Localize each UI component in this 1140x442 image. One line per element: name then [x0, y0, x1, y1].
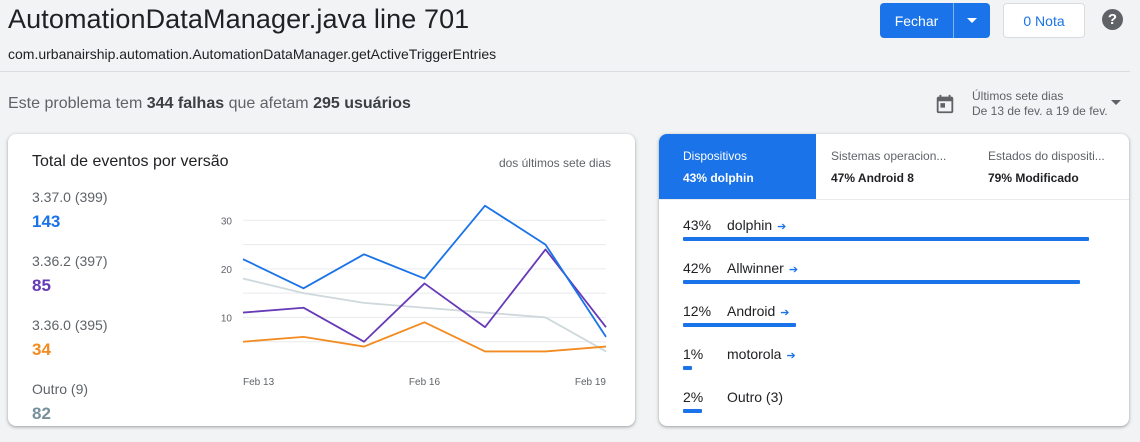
x-tick-label: Feb 13 [243, 377, 275, 388]
arrow-right-icon: ➔ [786, 350, 796, 362]
arrow-right-icon: ➔ [777, 221, 787, 233]
method-signature: com.urbanairship.automation.AutomationDa… [8, 46, 497, 62]
chart-period: dos últimos sete dias [498, 156, 611, 170]
series-line [242, 248, 607, 343]
close-issue-button[interactable]: Fechar [880, 3, 954, 38]
device-share-bar [683, 323, 796, 327]
legend-label: 3.36.2 (397) [32, 253, 108, 269]
legend-label: 3.36.0 (395) [32, 317, 108, 333]
device-percent: 12% [683, 303, 712, 319]
notes-button[interactable]: 0 Nota [1003, 3, 1085, 38]
legend-value: 143 [32, 212, 61, 231]
y-tick-label: 10 [221, 313, 233, 324]
tab-devices[interactable]: Dispositivos 43% dolphin [659, 134, 816, 199]
series-line [242, 204, 607, 338]
close-issue-button-group: Fechar [880, 3, 990, 38]
legend-label: 3.37.0 (399) [32, 189, 108, 205]
tab-device-states[interactable]: Estados do dispositi... 79% Modificado [988, 134, 1113, 199]
tab-name: Estados do dispositi... [988, 149, 1105, 163]
chevron-down-icon [967, 18, 977, 23]
series-line [242, 321, 607, 353]
date-range-label: Últimos sete dias [972, 89, 1064, 103]
events-line-chart: 10 20 30 Feb 13 Feb 16 Feb 19 [221, 204, 607, 388]
summary-prefix: Este problema tem [8, 95, 143, 112]
date-range-dates: De 13 de fev. a 19 de fev. [972, 104, 1108, 118]
tab-divider [659, 199, 1129, 200]
chart-title: Total de eventos por versão [32, 153, 229, 170]
tab-value: 47% Android 8 [831, 171, 914, 185]
events-by-version-card: Total de eventos por versão dos últimos … [8, 134, 635, 426]
page-title: AutomationDataManager.java line 701 [8, 4, 470, 34]
device-percent: 2% [683, 389, 704, 405]
device-percent: 43% [683, 217, 712, 233]
user-count: 295 usuários [313, 95, 411, 112]
summary-middle: que afetam [228, 95, 309, 112]
legend-value: 82 [32, 404, 51, 423]
legend-value: 85 [32, 276, 51, 295]
device-name: Android [727, 303, 776, 319]
device-name: motorola [727, 346, 782, 362]
series-line [242, 277, 607, 353]
device-name: Allwinner [727, 260, 784, 276]
arrow-right-icon: ➔ [780, 307, 790, 319]
close-options-dropdown[interactable] [954, 3, 990, 38]
y-tick-label: 30 [221, 216, 233, 227]
legend-item-3-37-0[interactable]: 3.37.0 (399) 143 [32, 189, 108, 232]
device-share-bar [683, 409, 702, 413]
failure-count: 344 falhas [146, 95, 225, 112]
help-icon[interactable]: ? [1102, 9, 1123, 30]
tab-operating-systems[interactable]: Sistemas operacion... 47% Android 8 [831, 134, 956, 199]
issue-summary: Este problema tem 344 falhas que afetam … [8, 95, 411, 113]
date-range-selector[interactable]: Últimos sete dias De 13 de fev. a 19 de … [972, 89, 1108, 119]
device-percent: 42% [683, 260, 712, 276]
tab-value: 43% dolphin [683, 171, 754, 185]
header-divider [0, 71, 1130, 72]
calendar-icon[interactable] [934, 93, 956, 115]
legend-label: Outro (9) [32, 381, 89, 397]
device-share-bar [683, 280, 1080, 284]
tab-name: Sistemas operacion... [831, 149, 947, 163]
y-tick-label: 20 [221, 265, 233, 276]
device-share-bar [683, 366, 692, 370]
device-share-bar [683, 237, 1089, 241]
legend-item-3-36-2[interactable]: 3.36.2 (397) 85 [32, 253, 108, 296]
legend-value: 34 [32, 340, 51, 359]
x-tick-label: Feb 19 [575, 377, 607, 388]
chevron-down-icon[interactable] [1111, 100, 1121, 105]
device-percent: 1% [683, 346, 704, 362]
device-name: dolphin [727, 217, 773, 233]
legend-item-3-36-0[interactable]: 3.36.0 (395) 34 [32, 317, 108, 360]
x-tick-label: Feb 16 [409, 377, 441, 388]
devices-card: Dispositivos 43% dolphin Sistemas operac… [659, 134, 1129, 426]
device-name: Outro (3) [727, 389, 784, 405]
tab-value: 79% Modificado [988, 171, 1079, 185]
arrow-right-icon: ➔ [788, 264, 799, 276]
tab-name: Dispositivos [683, 149, 748, 163]
legend-item-outro[interactable]: Outro (9) 82 [32, 381, 88, 424]
